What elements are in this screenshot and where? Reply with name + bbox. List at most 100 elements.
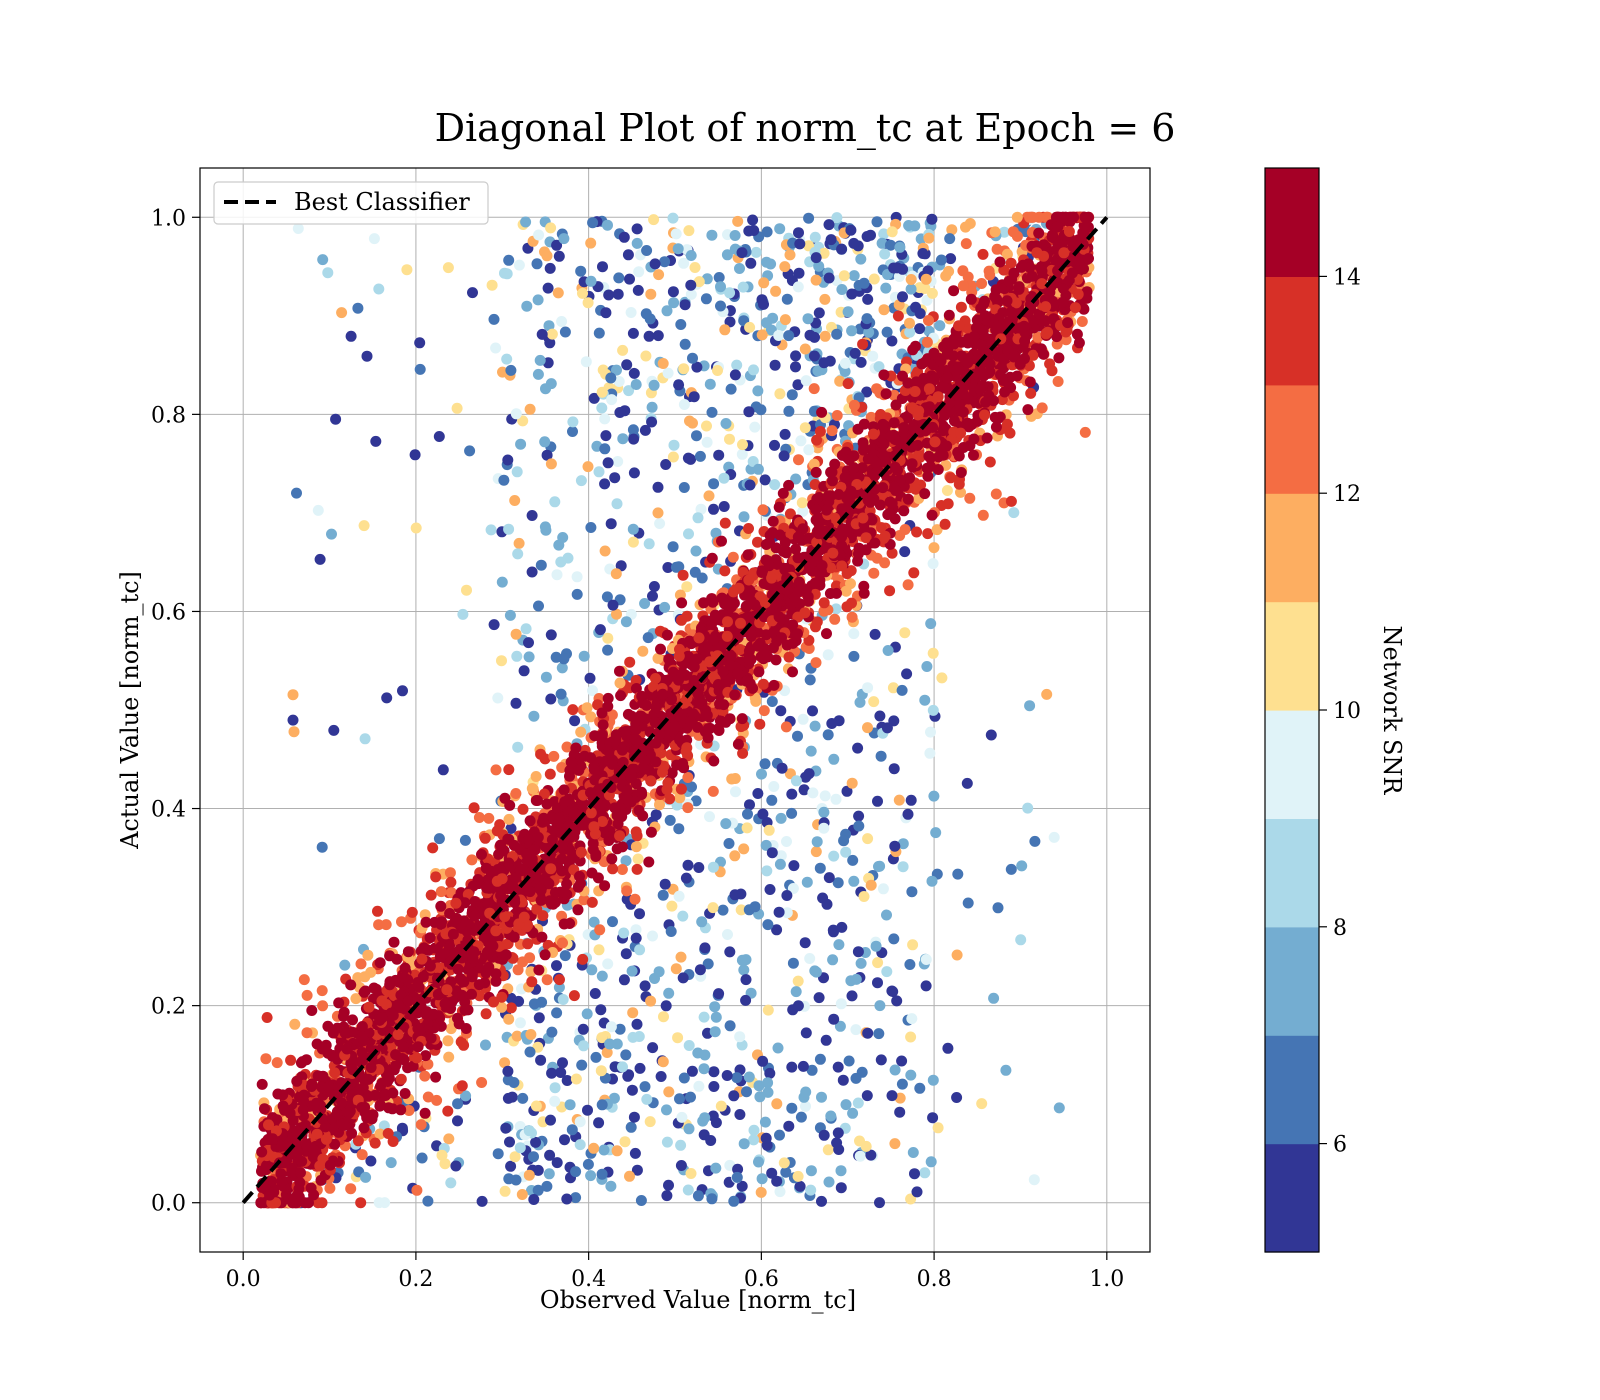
scatter-point	[620, 1049, 632, 1061]
scatter-point	[861, 313, 873, 325]
scatter-point	[599, 478, 611, 490]
scatter-point	[761, 317, 772, 329]
scatter-point	[860, 1140, 872, 1152]
scatter-point	[735, 904, 747, 916]
scatter-point	[810, 274, 822, 286]
scatter-point	[849, 347, 861, 359]
scatter-point	[787, 666, 798, 678]
scatter-point	[397, 685, 408, 697]
scatter-point	[382, 1128, 394, 1139]
scatter-point	[459, 834, 471, 846]
scatter-point	[766, 794, 778, 806]
scatter-point	[908, 567, 920, 579]
scatter-point	[868, 273, 880, 285]
scatter-point	[868, 567, 880, 579]
scatter-point	[805, 1184, 817, 1196]
scatter-point	[774, 388, 786, 400]
scatter-point	[804, 329, 816, 341]
scatter-point	[766, 696, 778, 707]
scatter-point	[871, 216, 883, 228]
scatter-point	[951, 1092, 963, 1103]
scatter-point	[356, 1149, 368, 1161]
scatter-point	[289, 1018, 301, 1030]
scatter-point	[764, 884, 776, 895]
scatter-point	[788, 860, 800, 872]
scatter-point	[719, 324, 731, 336]
scatter-point	[927, 704, 939, 716]
scatter-point	[585, 237, 597, 249]
scatter-point	[822, 729, 834, 741]
scatter-point	[271, 1057, 283, 1069]
scatter-point	[783, 405, 795, 417]
scatter-point	[848, 237, 860, 249]
scatter-point	[533, 600, 544, 612]
scatter-point	[753, 1156, 764, 1168]
scatter-point	[955, 301, 967, 313]
scatter-point	[365, 1155, 377, 1167]
scatter-point	[813, 307, 825, 319]
scatter-point	[1041, 688, 1053, 700]
scatter-point	[571, 571, 583, 583]
scatter-point	[779, 261, 791, 273]
scatter-point	[374, 957, 386, 969]
scatter-point	[504, 609, 516, 621]
scatter-point	[676, 1111, 688, 1123]
scatter-point	[359, 971, 371, 983]
scatter-point	[476, 1077, 488, 1088]
scatter-point	[853, 820, 865, 832]
scatter-point	[784, 249, 796, 261]
scatter-point	[881, 909, 892, 921]
scatter-point	[819, 330, 831, 342]
scatter-point	[819, 790, 831, 802]
scatter-point	[623, 1069, 635, 1081]
scatter-point	[732, 215, 744, 227]
scatter-point	[445, 876, 457, 888]
scatter-point	[928, 542, 940, 554]
scatter-point	[518, 665, 530, 677]
scatter-point	[738, 1138, 750, 1150]
scatter-point	[629, 893, 641, 905]
scatter-point	[868, 696, 880, 708]
scatter-point	[511, 466, 523, 478]
scatter-point	[842, 378, 854, 390]
scatter-point	[990, 488, 1002, 500]
scatter-point	[728, 1195, 740, 1207]
scatter-point	[846, 611, 858, 623]
scatter-point	[731, 1072, 743, 1084]
scatter-point	[476, 1195, 488, 1207]
scatter-point	[693, 862, 705, 873]
scatter-point	[287, 714, 299, 726]
scatter-point	[787, 637, 799, 649]
scatter-point	[387, 1136, 399, 1147]
scatter-point	[919, 694, 931, 706]
scatter-point	[492, 692, 504, 704]
scatter-point	[687, 352, 698, 364]
scatter-point	[931, 524, 943, 536]
scatter-point	[358, 1122, 370, 1134]
scatter-point	[554, 974, 565, 986]
scatter-point	[744, 479, 756, 491]
scatter-point	[740, 994, 752, 1006]
scatter-point	[535, 748, 547, 760]
scatter-point	[762, 1077, 774, 1089]
scatter-point	[654, 799, 665, 811]
scatter-point	[797, 505, 809, 517]
scatter-point	[985, 729, 997, 741]
scatter-point	[906, 1013, 918, 1025]
scatter-point	[907, 1147, 919, 1158]
scatter-point	[674, 1093, 685, 1105]
scatter-point	[951, 949, 963, 961]
scatter-point	[957, 280, 969, 292]
scatter-point	[783, 651, 795, 663]
scatter-point	[586, 896, 598, 908]
scatter-point	[955, 486, 966, 498]
scatter-point	[528, 1194, 540, 1205]
scatter-point	[822, 1144, 834, 1156]
scatter-point	[362, 949, 374, 961]
scatter-point	[787, 1004, 799, 1016]
scatter-point	[433, 833, 445, 845]
scatter-point	[655, 1071, 667, 1082]
scatter-point	[568, 990, 580, 1002]
scatter-point	[483, 812, 495, 824]
scatter-point	[648, 379, 660, 391]
